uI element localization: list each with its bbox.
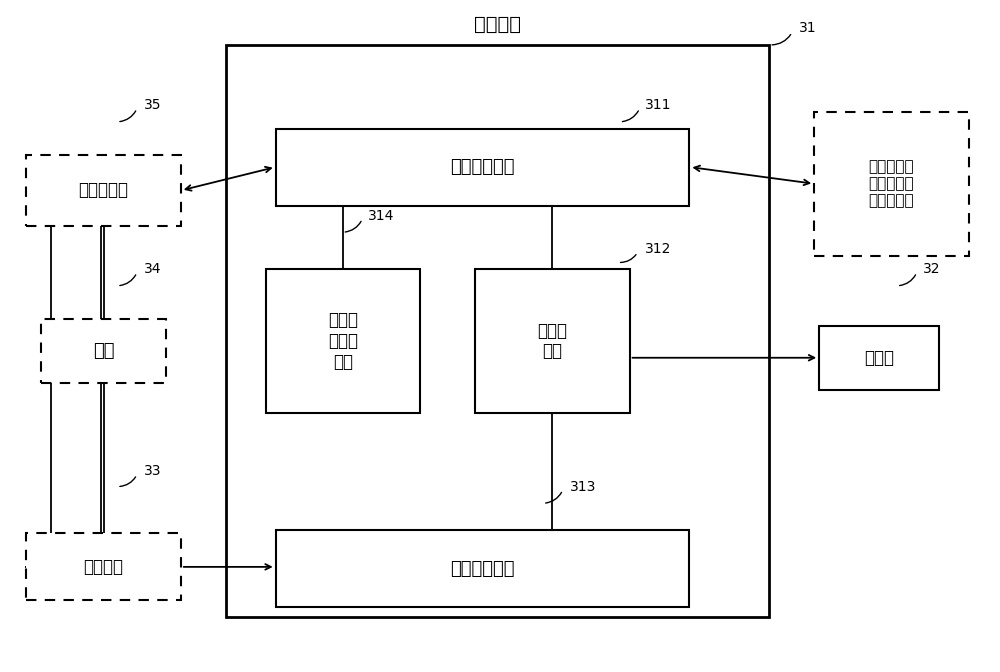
Bar (276, 128, 689, 206)
Bar (226, 45, 769, 617)
Bar (26, 534, 181, 600)
Text: 微控制器: 微控制器 (474, 15, 521, 34)
Text: 313: 313 (570, 480, 596, 493)
Text: 311: 311 (645, 98, 671, 112)
Bar (26, 155, 181, 226)
Text: 31: 31 (799, 21, 817, 35)
Text: 32: 32 (923, 262, 940, 276)
Bar (266, 269, 420, 413)
Text: 中断服务模块: 中断服务模块 (450, 158, 515, 176)
Bar (819, 326, 939, 390)
Text: 按键中断发
生之前系统
执行的程序: 按键中断发 生之前系统 执行的程序 (869, 159, 914, 208)
Bar (814, 112, 969, 255)
Bar (475, 269, 630, 413)
Text: 定时器
模块: 定时器 模块 (537, 322, 567, 360)
Text: 键盘矩阵: 键盘矩阵 (84, 558, 124, 576)
Text: 33: 33 (144, 464, 161, 478)
Text: 314: 314 (368, 208, 395, 222)
Text: 中断发生器: 中断发生器 (79, 181, 129, 200)
Text: 35: 35 (144, 98, 161, 112)
Text: 312: 312 (645, 242, 671, 256)
Text: 键盘扫描模块: 键盘扫描模块 (450, 560, 515, 577)
Text: 复合键
值生成
模块: 复合键 值生成 模块 (328, 311, 358, 371)
Text: 定时器: 定时器 (864, 349, 894, 367)
Text: 34: 34 (144, 262, 161, 276)
Bar (276, 530, 689, 607)
Bar (41, 319, 166, 383)
Text: 开关: 开关 (93, 342, 114, 360)
